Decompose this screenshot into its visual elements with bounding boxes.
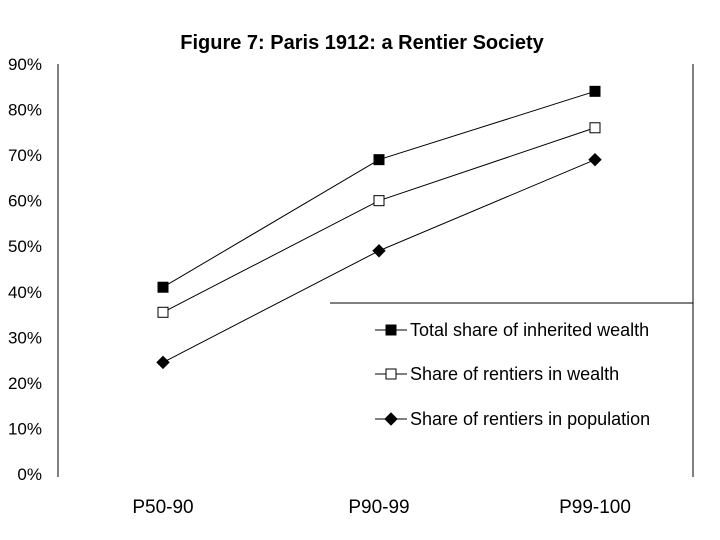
legend-item: Share of rentiers in wealth xyxy=(375,364,619,384)
y-tick-label: 70% xyxy=(8,146,42,165)
legend-marker xyxy=(384,412,398,426)
x-tick-label: P90-99 xyxy=(348,497,409,518)
data-point xyxy=(373,195,385,207)
data-point xyxy=(588,152,602,167)
y-tick-label: 20% xyxy=(8,374,42,393)
y-tick-label: 80% xyxy=(8,101,42,120)
legend: Total share of inherited wealth Share of … xyxy=(375,320,650,429)
legend-item: Share of rentiers in population xyxy=(375,409,650,429)
legend-marker xyxy=(385,324,397,336)
legend-label: Share of rentiers in wealth xyxy=(410,364,619,384)
y-tick-label: 90% xyxy=(8,55,42,74)
legend-marker xyxy=(385,368,397,380)
y-tick-label: 40% xyxy=(8,283,42,302)
y-tick-label: 10% xyxy=(8,419,42,438)
series-2 xyxy=(156,152,602,370)
data-point xyxy=(589,85,601,97)
legend-item: Total share of inherited wealth xyxy=(375,320,649,340)
x-tick-label: P50-90 xyxy=(132,497,193,518)
data-point xyxy=(157,306,169,318)
data-point xyxy=(372,244,386,258)
data-point xyxy=(156,355,170,370)
data-point xyxy=(157,281,169,293)
series-1 xyxy=(157,122,601,318)
y-tick-label: 0% xyxy=(17,465,42,484)
legend-label: Share of rentiers in population xyxy=(410,409,650,429)
y-axis-ticks: 0% 10% 20% 30% 40% 50% 60% 70% 80% 90% xyxy=(8,55,42,484)
y-tick-label: 50% xyxy=(8,237,42,256)
chart-title: Figure 7: Paris 1912: a Rentier Society xyxy=(180,32,544,54)
y-tick-label: 30% xyxy=(8,328,42,347)
data-point xyxy=(373,154,385,166)
series-layer xyxy=(156,85,602,370)
x-tick-label: P99-100 xyxy=(559,497,631,518)
data-point xyxy=(589,122,601,134)
x-axis-ticks: P50-90 P90-99 P99-100 xyxy=(132,497,631,518)
series-0 xyxy=(157,85,601,293)
legend-label: Total share of inherited wealth xyxy=(410,320,649,340)
series-line xyxy=(162,90,596,288)
y-tick-label: 60% xyxy=(8,192,42,211)
